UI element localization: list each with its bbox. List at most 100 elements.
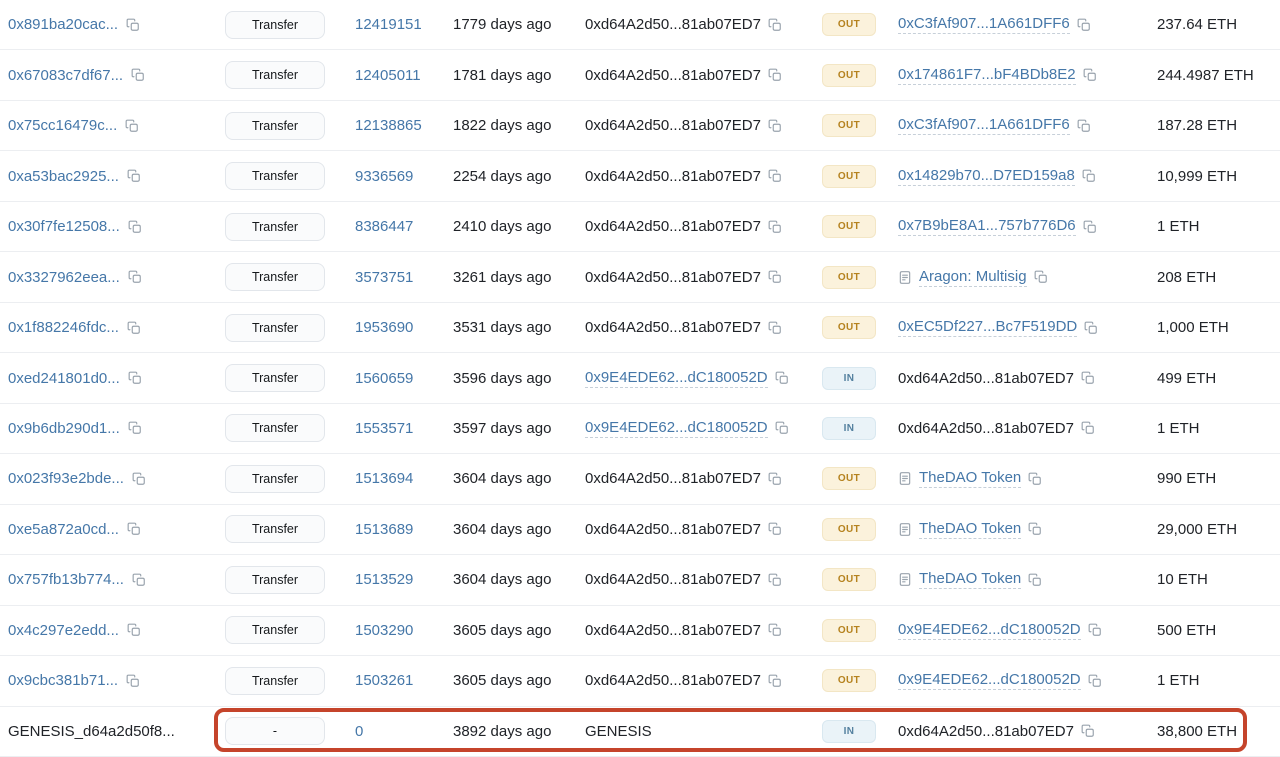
block-link[interactable]: 9336569 <box>355 167 414 185</box>
method-button[interactable]: Transfer <box>225 162 325 191</box>
block-link[interactable]: 1503290 <box>355 621 414 639</box>
copy-icon[interactable] <box>768 321 782 335</box>
copy-icon[interactable] <box>132 573 146 587</box>
copy-icon[interactable] <box>132 472 146 486</box>
method-button[interactable]: Transfer <box>225 263 325 292</box>
to-address[interactable]: 0x9E4EDE62...dC180052D <box>898 620 1081 640</box>
block-link[interactable]: 1560659 <box>355 369 414 387</box>
copy-icon[interactable] <box>128 371 142 385</box>
block-link[interactable]: 12419151 <box>355 16 422 34</box>
copy-icon[interactable] <box>127 522 141 536</box>
copy-icon[interactable] <box>1082 169 1096 183</box>
block-link[interactable]: 12405011 <box>355 66 421 84</box>
copy-icon[interactable] <box>1081 724 1095 738</box>
txn-hash-link[interactable]: 0x4c297e2edd... <box>8 621 119 639</box>
method-button[interactable]: Transfer <box>225 464 325 493</box>
copy-icon[interactable] <box>768 522 782 536</box>
txn-hash-link[interactable]: 0x023f93e2bde... <box>8 470 124 488</box>
block-link[interactable]: 1503261 <box>355 672 414 690</box>
method-button[interactable]: Transfer <box>225 414 325 443</box>
copy-icon[interactable] <box>1077 119 1091 133</box>
to-address[interactable]: 0x174861F7...bF4BDb8E2 <box>898 65 1076 85</box>
txn-hash-link[interactable]: 0x1f882246fdc... <box>8 319 119 337</box>
to-address[interactable]: 0xC3fAf907...1A661DFF6 <box>898 116 1070 136</box>
block-link[interactable]: 1953690 <box>355 319 414 337</box>
copy-icon[interactable] <box>768 674 782 688</box>
to-address[interactable]: 0xC3fAf907...1A661DFF6 <box>898 15 1070 35</box>
copy-icon[interactable] <box>1083 68 1097 82</box>
copy-icon[interactable] <box>125 119 139 133</box>
copy-icon[interactable] <box>768 270 782 284</box>
copy-icon[interactable] <box>128 220 142 234</box>
method-button[interactable]: Transfer <box>225 111 325 140</box>
copy-icon[interactable] <box>768 169 782 183</box>
to-address[interactable]: 0xEC5Df227...Bc7F519DD <box>898 318 1078 338</box>
copy-icon[interactable] <box>1034 270 1048 284</box>
txn-hash-link[interactable]: 0x9b6db290d1... <box>8 419 120 437</box>
txn-hash-link[interactable]: 0x67083c7df67... <box>8 66 124 84</box>
copy-icon[interactable] <box>775 421 789 435</box>
from-address[interactable]: 0x9E4EDE62...dC180052D <box>585 418 768 438</box>
method-button[interactable]: Transfer <box>225 565 325 594</box>
block-link[interactable]: 1513689 <box>355 520 414 538</box>
copy-icon[interactable] <box>768 119 782 133</box>
copy-icon[interactable] <box>126 674 140 688</box>
copy-icon[interactable] <box>1081 421 1095 435</box>
copy-icon[interactable] <box>1088 674 1102 688</box>
block-link[interactable]: 0 <box>355 722 364 740</box>
txn-hash-link[interactable]: 0x3327962eea... <box>8 268 120 286</box>
copy-icon[interactable] <box>1083 220 1097 234</box>
to-address[interactable]: 0x9E4EDE62...dC180052D <box>898 671 1081 691</box>
method-button[interactable]: Transfer <box>225 364 325 393</box>
block-link[interactable]: 1553571 <box>355 419 414 437</box>
method-button[interactable]: Transfer <box>225 666 325 695</box>
copy-icon[interactable] <box>1088 623 1102 637</box>
method-button[interactable]: Transfer <box>225 212 325 241</box>
txn-hash-link[interactable]: 0x75cc16479c... <box>8 117 118 135</box>
method-button[interactable]: Transfer <box>225 61 325 90</box>
to-address[interactable]: TheDAO Token <box>919 519 1022 539</box>
copy-icon[interactable] <box>127 623 141 637</box>
copy-icon[interactable] <box>131 68 145 82</box>
copy-icon[interactable] <box>768 68 782 82</box>
copy-icon[interactable] <box>127 321 141 335</box>
copy-icon[interactable] <box>1081 371 1095 385</box>
copy-icon[interactable] <box>1084 321 1098 335</box>
txn-hash-link[interactable]: 0x891ba20cac... <box>8 16 119 34</box>
copy-icon[interactable] <box>768 573 782 587</box>
copy-icon[interactable] <box>1028 573 1042 587</box>
method-button[interactable]: Transfer <box>225 10 325 39</box>
block-link[interactable]: 12138865 <box>355 117 422 135</box>
copy-icon[interactable] <box>1028 472 1042 486</box>
to-address[interactable]: Aragon: Multisig <box>919 267 1027 287</box>
block-link[interactable]: 3573751 <box>355 268 414 286</box>
txn-hash-link[interactable]: 0xed241801d0... <box>8 369 120 387</box>
txn-hash-link[interactable]: 0x30f7fe12508... <box>8 218 120 236</box>
block-link[interactable]: 1513694 <box>355 470 414 488</box>
method-button[interactable]: Transfer <box>225 313 325 342</box>
copy-icon[interactable] <box>768 18 782 32</box>
txn-hash-link[interactable]: 0x757fb13b774... <box>8 571 124 589</box>
method-button[interactable]: Transfer <box>225 515 325 544</box>
copy-icon[interactable] <box>126 18 140 32</box>
to-address[interactable]: TheDAO Token <box>919 570 1022 590</box>
block-link[interactable]: 1513529 <box>355 571 414 589</box>
copy-icon[interactable] <box>768 623 782 637</box>
copy-icon[interactable] <box>1077 18 1091 32</box>
method-button[interactable]: - <box>225 717 325 746</box>
block-link[interactable]: 8386447 <box>355 218 414 236</box>
copy-icon[interactable] <box>128 270 142 284</box>
from-address[interactable]: 0x9E4EDE62...dC180052D <box>585 368 768 388</box>
copy-icon[interactable] <box>128 421 142 435</box>
txn-hash-link[interactable]: 0x9cbc381b71... <box>8 672 119 690</box>
method-button[interactable]: Transfer <box>225 616 325 645</box>
copy-icon[interactable] <box>775 371 789 385</box>
copy-icon[interactable] <box>768 472 782 486</box>
txn-hash-link[interactable]: 0xa53bac2925... <box>8 167 119 185</box>
txn-hash-link[interactable]: 0xe5a872a0cd... <box>8 520 119 538</box>
to-address[interactable]: TheDAO Token <box>919 469 1022 489</box>
to-address[interactable]: 0x14829b70...D7ED159a8 <box>898 166 1075 186</box>
copy-icon[interactable] <box>1028 522 1042 536</box>
copy-icon[interactable] <box>127 169 141 183</box>
to-address[interactable]: 0x7B9bE8A1...757b776D6 <box>898 217 1076 237</box>
